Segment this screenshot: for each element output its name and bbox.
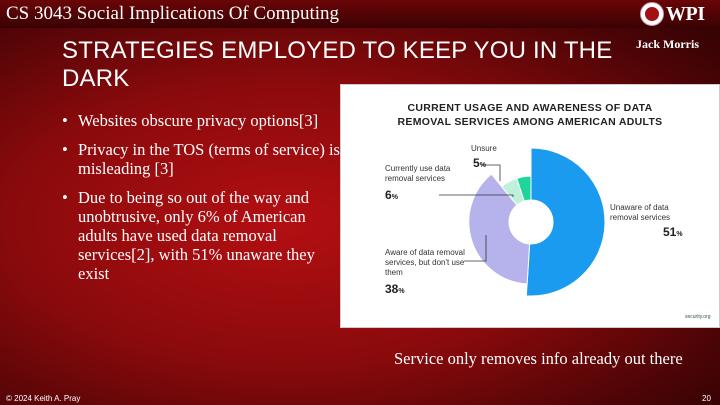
- slice-value-currently-use: 6%: [385, 188, 398, 202]
- chart-card: CURRENT USAGE AND AWARENESS OF DATA REMO…: [340, 84, 720, 328]
- leader-line: [439, 194, 514, 197]
- bullet-list: Websites obscure privacy options[3] Priv…: [62, 111, 347, 293]
- slice-value-unaware: 51%: [663, 225, 683, 239]
- top-bar: [0, 0, 720, 28]
- leader-line: [481, 164, 501, 181]
- slide-note: Service only removes info already out th…: [394, 349, 683, 368]
- slice-unsure: [516, 175, 532, 202]
- brand-mark: security.org: [685, 314, 711, 320]
- bullet-item: Due to being so out of the way and unobt…: [62, 188, 347, 283]
- bullet-item: Websites obscure privacy options[3]: [62, 111, 347, 130]
- slice-label-unaware: Unaware of data removal services: [610, 203, 671, 222]
- slice-value-unsure: 5%: [473, 156, 486, 170]
- author-name: Jack Morris: [636, 37, 699, 51]
- slice-value-aware: 38%: [385, 282, 405, 296]
- wpi-seal-icon: [640, 2, 664, 26]
- course-title: CS 3043 Social Implications Of Computing: [6, 3, 340, 24]
- slice-aware: [468, 173, 531, 285]
- bullet-item: Privacy in the TOS (terms of service) is…: [62, 140, 347, 178]
- slice-label-aware: Aware of data removal services, but don'…: [385, 248, 465, 277]
- leader-line: [464, 235, 487, 262]
- slide-title: STRATEGIES EMPLOYED TO KEEP YOU IN THE D…: [62, 37, 613, 92]
- page-number: 20: [702, 394, 711, 403]
- chart-title: CURRENT USAGE AND AWARENESS OF DATA REMO…: [397, 102, 663, 128]
- logo-text: WPI: [666, 2, 705, 25]
- footer-copyright: © 2024 Keith A. Pray: [6, 394, 81, 403]
- slice-label-currently-use: Currently use data removal services: [385, 164, 451, 183]
- slice-label-unsure: Unsure: [471, 144, 497, 153]
- slice-unaware: [525, 147, 606, 297]
- donut-chart: [439, 147, 606, 297]
- wpi-logo: WPI: [640, 2, 720, 26]
